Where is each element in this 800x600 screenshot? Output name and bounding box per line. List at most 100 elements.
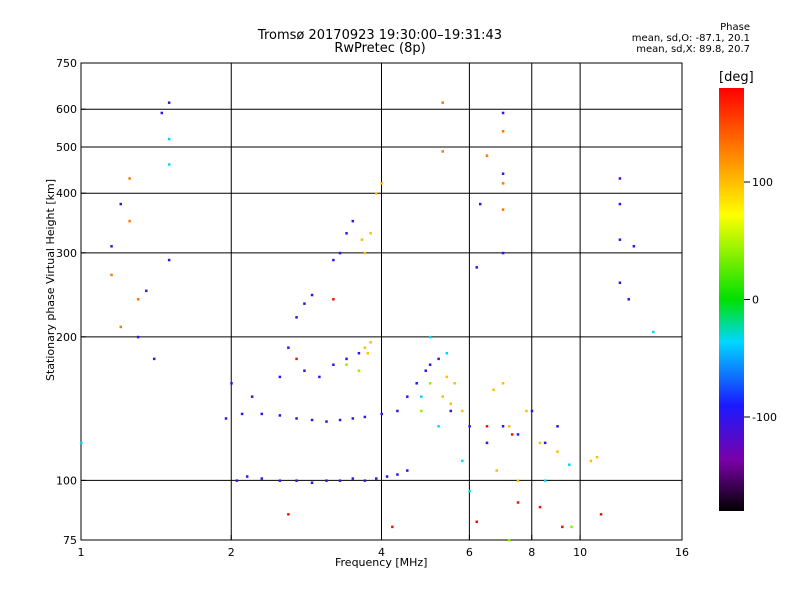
data-point [501,208,505,211]
y-tick-label: 100 [56,474,77,487]
data-point [595,455,599,459]
data-point [543,441,547,445]
y-tick-label: 600 [56,103,77,116]
data-point [167,258,171,262]
data-point [363,479,367,482]
y-tick-label: 300 [56,247,77,260]
colorbar-label: [deg] [719,70,754,85]
data-point [366,351,370,355]
data-point [501,182,505,185]
data-point [461,459,464,463]
data-point [501,130,505,133]
data-point [396,409,399,413]
data-point [561,525,564,529]
data-point [449,402,453,405]
data-point [325,420,328,423]
data-point [501,425,505,428]
data-point [445,351,449,355]
data-point [475,266,478,269]
colorbar-tick-label: 100 [752,176,773,189]
x-tick-label: 6 [466,546,473,559]
data-point [363,346,367,349]
data-point [357,369,361,372]
x-tick-label: 1 [78,546,85,559]
data-point [351,219,355,223]
data-point [310,481,314,484]
data-point [136,298,140,301]
data-point [437,357,440,361]
data-point [224,417,228,420]
data-point [295,357,298,361]
x-tick-label: 10 [573,546,587,559]
data-point [375,192,378,195]
colorbar-tick-label: -100 [752,411,777,424]
data-point [445,375,449,379]
data-point [351,477,355,480]
data-point [375,477,378,480]
data-point [538,441,542,445]
y-tick-labels: 75 100 200 300 400 500 600 750 [56,57,86,547]
y-axis-label: Stationary phase Virtual Height [km] [44,178,57,382]
data-point [380,182,383,185]
data-point [136,335,140,339]
data-point [287,346,290,349]
data-point [145,289,148,293]
data-point [543,479,547,482]
data-point [250,395,254,398]
data-point [599,513,603,516]
data-point [475,520,478,524]
data-point [338,479,342,482]
data-point [501,111,505,115]
data-point [345,363,348,366]
data-point [260,477,264,480]
data-point [556,425,559,428]
x-tick-label: 8 [528,546,535,559]
data-point [160,111,164,115]
x-tick-label: 16 [675,546,689,559]
data-point [525,409,528,413]
data-point [461,409,464,413]
phase-stat-o: mean, sd,O: -87.1, 20.1 [631,33,750,44]
data-point [369,232,372,235]
data-point [516,433,520,436]
data-point [441,101,445,104]
data-point [396,473,399,476]
phase-heading: Phase [720,22,750,33]
data-point [338,418,342,422]
data-point [501,172,505,175]
data-point [128,177,131,180]
x-axis-label-text: Frequency [MHz] [335,556,428,569]
data-point [618,238,622,241]
data-point [167,137,171,141]
data-point [332,363,335,366]
data-point [391,525,394,529]
data-point [360,238,364,241]
data-point [589,459,593,463]
data-point [468,490,471,493]
colorbar-ticks: 100 0 -100 [744,176,777,424]
data-point [303,369,306,372]
data-point [318,375,321,379]
data-point [449,409,453,413]
data-point [507,539,511,542]
data-point [260,412,264,416]
data-point [80,441,83,445]
data-point [119,202,123,206]
data-point [437,425,440,428]
colorbar [719,88,744,511]
data-point [618,202,622,206]
data-point [295,316,298,319]
data-point [507,425,511,428]
data-point [357,351,361,355]
y-tick-label: 500 [56,141,77,154]
data-point [415,382,418,385]
data-point [110,273,113,277]
data-point [516,501,520,504]
data-points [80,101,655,542]
data-point [510,433,514,436]
data-point [570,525,573,529]
data-point [501,251,505,255]
data-point [485,425,489,428]
x-tick-labels: 1 2 4 6 8 10 16 [78,535,689,559]
